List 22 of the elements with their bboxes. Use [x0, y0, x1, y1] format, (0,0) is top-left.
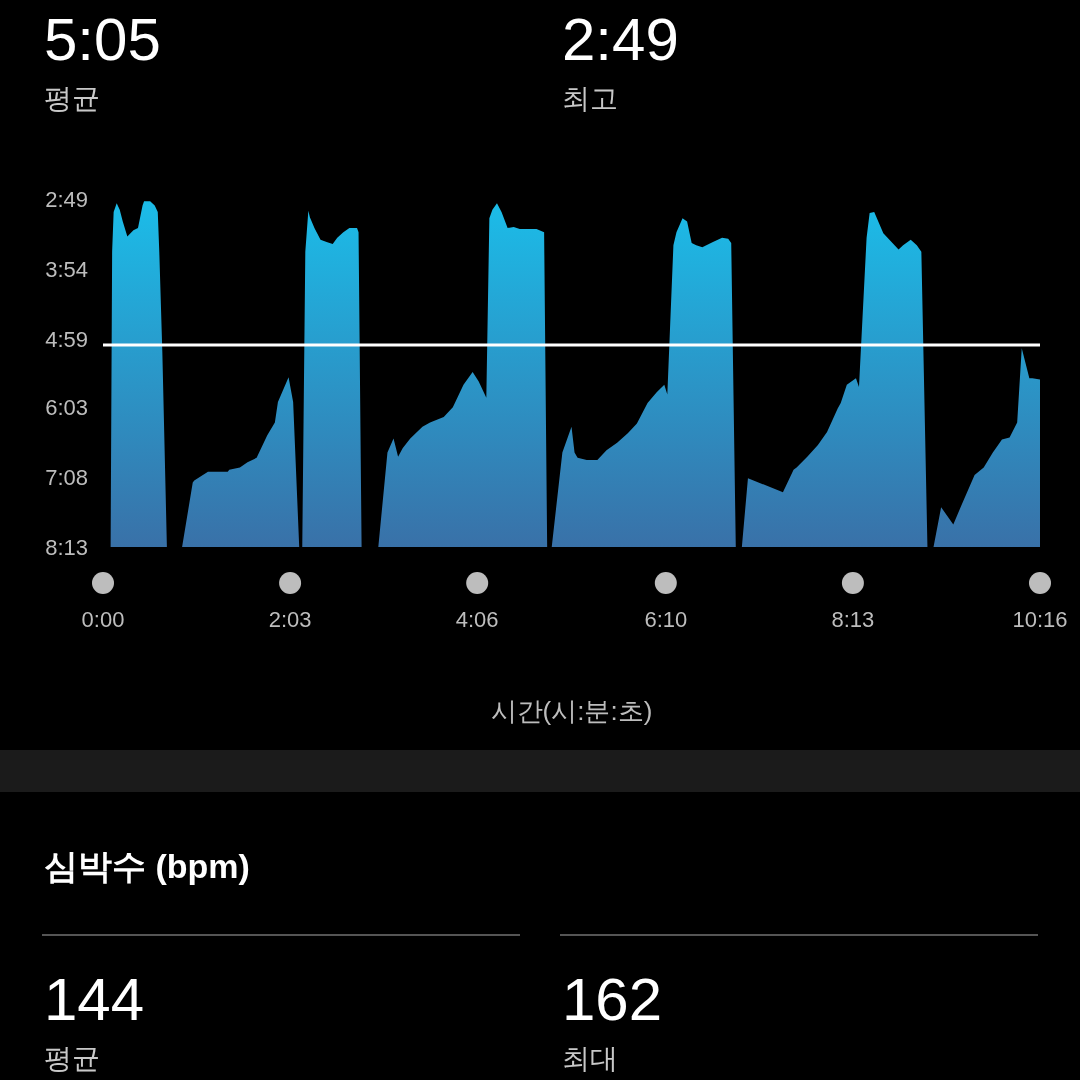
y-tick-label: 2:49 [45, 187, 88, 212]
stat-value: 2:49 [562, 6, 679, 73]
stat-label: 최고 [562, 83, 618, 114]
stat-label: 최대 [562, 1043, 618, 1074]
stat-value: 162 [562, 966, 663, 1033]
stat-value: 144 [44, 966, 145, 1033]
y-tick-label: 7:08 [45, 465, 88, 491]
stat-value: 5:05 [44, 6, 161, 73]
x-tick-label: 0:00 [81, 607, 125, 632]
stat-label: 평균 [44, 1043, 100, 1074]
x-tick-label: 4:06 [455, 607, 499, 632]
x-tick-label: 10:16 [1012, 607, 1068, 632]
x-axis-title: 시간(시:분:초) [490, 696, 653, 726]
x-tick-label: 6:10 [644, 607, 688, 632]
y-tick-label: 8:13 [45, 535, 88, 560]
card-title: 심박수 (bpm) [44, 847, 250, 885]
y-tick-label: 6:03 [45, 395, 88, 421]
y-tick-label: 4:59 [45, 326, 88, 352]
stat-label: 평균 [44, 83, 100, 114]
y-tick-label: 3:54 [45, 256, 88, 282]
x-tick-label: 2:03 [268, 607, 312, 632]
x-tick-label: 8:13 [831, 607, 875, 632]
